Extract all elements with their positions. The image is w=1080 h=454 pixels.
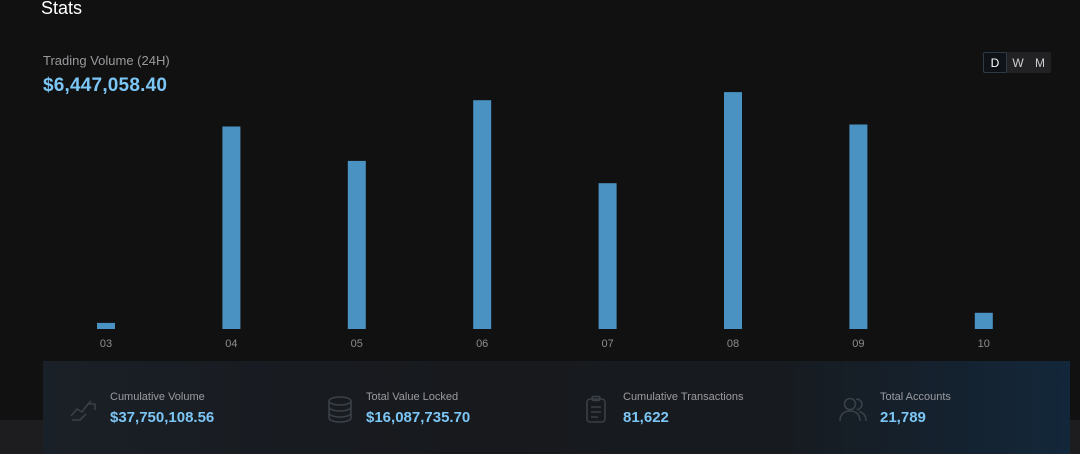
chart-bar-06[interactable] — [473, 100, 492, 329]
x-tick-label-07: 07 — [601, 338, 613, 350]
stat-label: Cumulative Volume — [110, 391, 205, 403]
stat-value: 81,622 — [623, 409, 669, 426]
x-tick-label-05: 05 — [351, 338, 363, 350]
coin-stack-icon — [325, 394, 355, 424]
chart-bar-05[interactable] — [347, 160, 366, 329]
stat-label: Total Accounts — [880, 391, 951, 403]
trading-volume-value: $6,447,058.40 — [43, 75, 168, 96]
clipboard-icon — [581, 394, 611, 424]
stat-value: $16,087,735.70 — [366, 409, 471, 426]
chart-bar-10[interactable] — [974, 312, 993, 329]
period-month-button[interactable]: M — [1029, 52, 1051, 73]
chart-bar-03[interactable] — [97, 322, 115, 329]
users-icon — [838, 394, 868, 424]
stat-label: Cumulative Transactions — [623, 391, 744, 403]
x-tick-label-04: 04 — [225, 338, 237, 350]
stat-value: $37,750,108.56 — [110, 409, 215, 426]
chart-bar-09[interactable] — [849, 124, 868, 330]
x-tick-label-08: 08 — [727, 338, 739, 350]
period-day-button[interactable]: D — [983, 52, 1007, 73]
x-tick-label-03: 03 — [100, 338, 112, 350]
x-tick-label-10: 10 — [978, 338, 990, 350]
chart-bar-08[interactable] — [724, 92, 742, 329]
stats-panel: Cumulative Volume $37,750,108.56 Total V… — [43, 361, 1070, 454]
trading-volume-label: Trading Volume (24H) — [43, 53, 170, 68]
x-tick-label-09: 09 — [852, 338, 864, 350]
stat-value: 21,789 — [880, 409, 926, 426]
period-week-button[interactable]: W — [1007, 52, 1029, 73]
trading-volume-chart: 03 04 05 06 07 08 09 10 — [97, 92, 993, 350]
stat-label: Total Value Locked — [366, 391, 459, 403]
period-toggle: D W M — [983, 52, 1051, 73]
page-title: Stats — [41, 0, 83, 18]
exchange-icon — [68, 394, 98, 424]
chart-bar-04[interactable] — [222, 126, 241, 330]
x-tick-label-06: 06 — [476, 338, 488, 350]
chart-bar-07[interactable] — [598, 183, 617, 329]
